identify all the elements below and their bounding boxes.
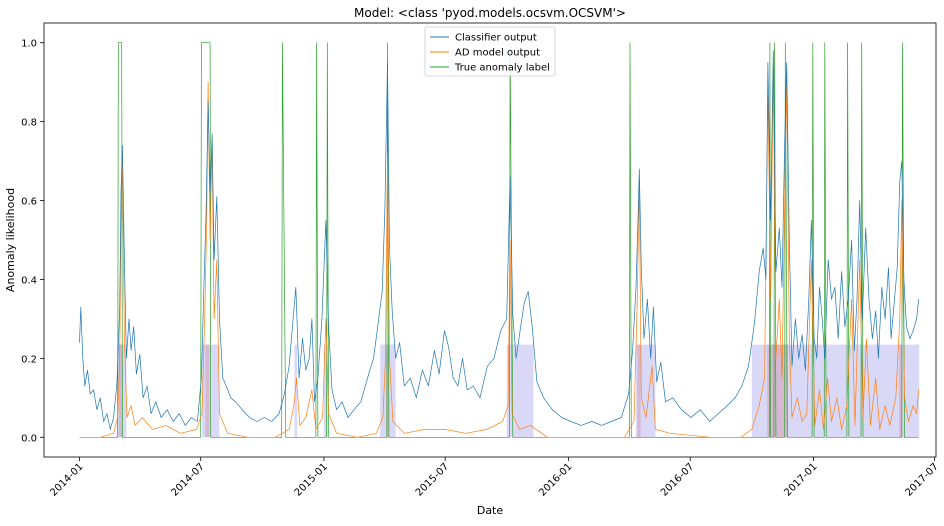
plot-frame xyxy=(43,22,937,458)
series-line-2 xyxy=(79,42,919,438)
plot-area xyxy=(43,22,937,458)
legend-label-2: True anomaly label xyxy=(454,63,550,74)
legend-label-1: AD model output xyxy=(455,48,540,59)
shaded-region-1-5 xyxy=(899,344,903,438)
y-axis: 0.0 0.2 0.4 0.6 0.8 1.0 xyxy=(21,39,44,444)
y-tick-label-5: 1.0 xyxy=(21,39,37,50)
shaded-region-0-3 xyxy=(323,344,328,438)
legend-box xyxy=(424,26,556,77)
shaded-region-1-2 xyxy=(386,344,389,438)
x-axis-label: Date xyxy=(477,504,504,517)
shaded-region-1-0 xyxy=(119,344,123,438)
shaded-region-0-0 xyxy=(117,344,127,438)
shaded-region-0-4 xyxy=(380,344,396,438)
shaded-region-0-2 xyxy=(294,344,298,438)
y-tick-label-3: 0.6 xyxy=(21,197,37,208)
shaded-region-1-4 xyxy=(767,344,788,438)
y-axis-label: Anomaly likelihood xyxy=(4,188,17,292)
y-tick-label-1: 0.2 xyxy=(21,354,37,365)
y-tick-label-0: 0.0 xyxy=(21,433,37,444)
series-line-0 xyxy=(79,50,919,430)
shaded-region-0-5 xyxy=(506,344,534,438)
y-tick-label-4: 0.8 xyxy=(21,118,37,129)
legend-label-0: Classifier output xyxy=(455,33,537,44)
shaded-region-0-7 xyxy=(751,344,920,438)
y-tick-label-2: 0.4 xyxy=(21,275,37,286)
shaded-region-1-3 xyxy=(637,344,641,438)
chart-title: Model: <class 'pyod.models.ocsvm.OCSVM'> xyxy=(354,6,626,20)
legend: Classifier output AD model output True ano… xyxy=(424,26,556,77)
shaded-region-1-1 xyxy=(205,344,210,438)
